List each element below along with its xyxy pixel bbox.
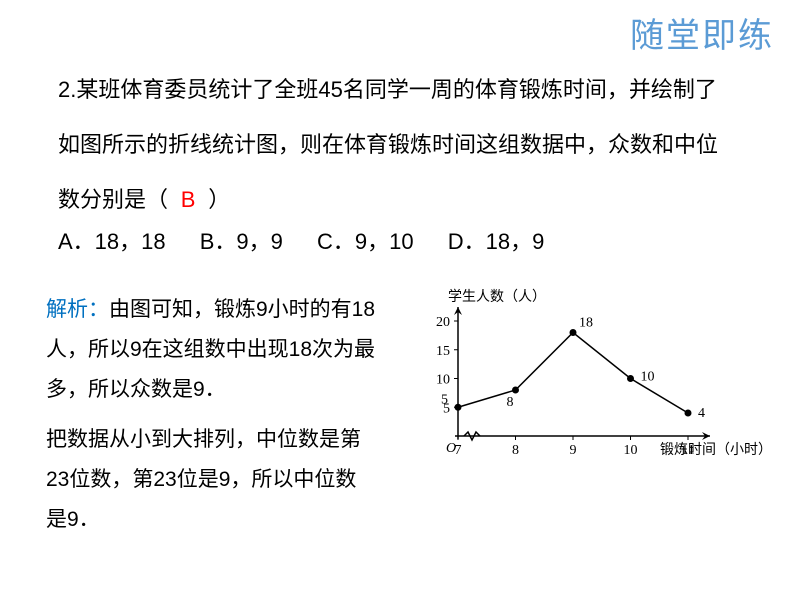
svg-text:10: 10 <box>641 370 655 385</box>
svg-text:9: 9 <box>570 443 577 458</box>
explanation-label: 解析： <box>46 298 109 321</box>
explanation-part2: 把数据从小到大排列，中位数是第23位数，第23位是9，所以中位数是9． <box>46 420 376 540</box>
svg-text:O: O <box>446 441 456 456</box>
option-d: D．18，9 <box>448 229 545 254</box>
svg-text:10: 10 <box>436 373 450 388</box>
svg-text:15: 15 <box>436 344 450 359</box>
svg-text:8: 8 <box>512 443 519 458</box>
explanation-text2: 把数据从小到大排列，中位数是第23位数，第23位是9，所以中位数是9． <box>46 428 361 531</box>
svg-text:锻炼时间（小时）: 锻炼时间（小时） <box>660 442 770 458</box>
question-text: 2.某班体育委员统计了全班45名同学一周的体育锻炼时间，并绘制了如图所示的折线统… <box>58 62 738 227</box>
svg-text:4: 4 <box>698 406 705 421</box>
page-header: 随堂即练 <box>630 8 774 57</box>
answer-blank: B <box>174 172 202 227</box>
explanation-part1: 解析：由图可知，锻炼9小时的有18人，所以9在这组数中出现18次为最多，所以众数… <box>46 290 376 410</box>
svg-text:8: 8 <box>507 395 514 410</box>
chart-svg: 51015207891011O学生人数（人）锻炼时间（小时）5818104 <box>410 286 770 466</box>
svg-text:学生人数（人）: 学生人数（人） <box>448 289 546 305</box>
line-chart: 51015207891011O学生人数（人）锻炼时间（小时）5818104 <box>410 286 770 466</box>
svg-text:20: 20 <box>436 315 450 330</box>
svg-text:18: 18 <box>579 316 593 331</box>
svg-text:10: 10 <box>624 443 638 458</box>
options-row: A．18，18 B．9，9 C．9，10 D．18，9 <box>58 224 572 256</box>
svg-text:5: 5 <box>441 392 448 407</box>
question-suffix: ） <box>208 187 230 212</box>
option-a: A．18，18 <box>58 229 166 254</box>
question-prefix: 2.某班体育委员统计了全班45名同学一周的体育锻炼时间，并绘制了如图所示的折线统… <box>58 77 718 212</box>
option-b: B．9，9 <box>200 229 283 254</box>
header-text: 随堂即练 <box>630 17 774 55</box>
option-c: C．9，10 <box>317 229 414 254</box>
